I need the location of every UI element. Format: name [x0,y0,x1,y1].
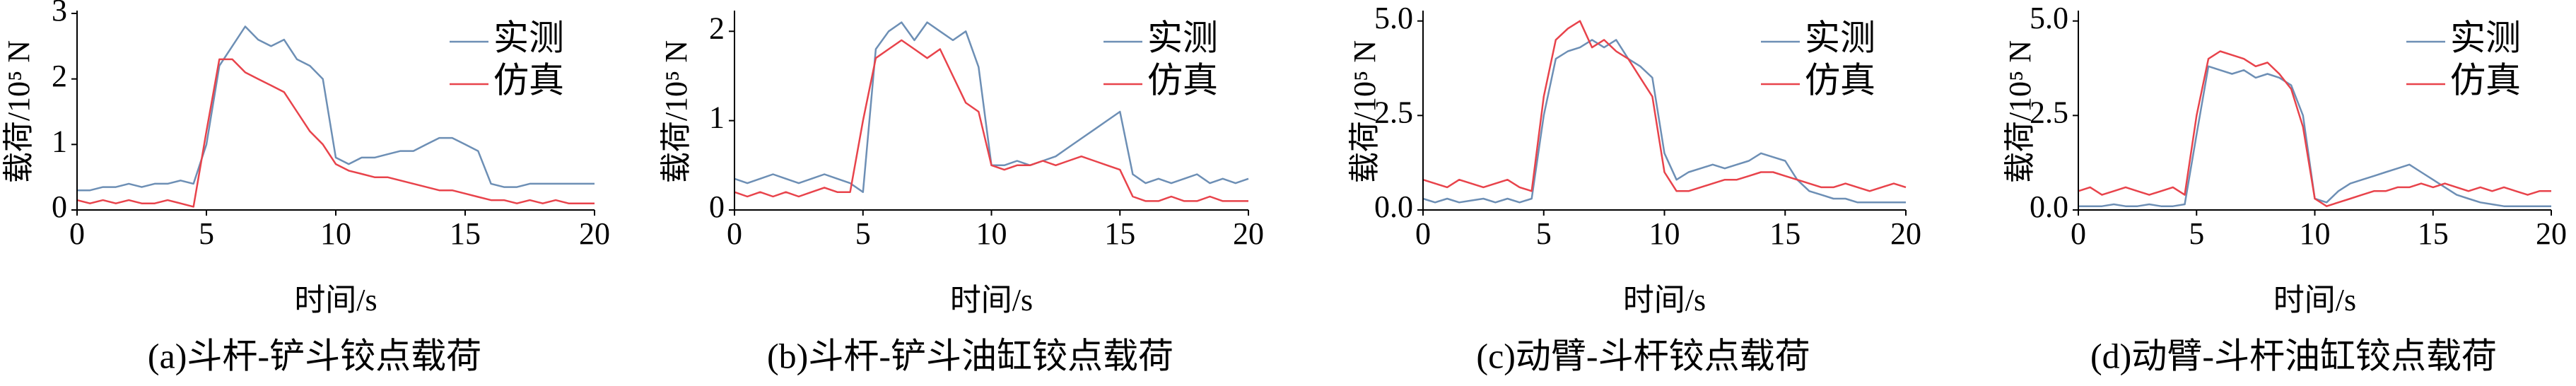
y-tick-label: 2 [709,11,725,45]
series-line [1422,20,1907,192]
x-tick-label: 5 [1536,216,1552,251]
x-tick-label: 10 [320,216,351,251]
x-axis-label: 时间/s [950,283,1033,317]
x-tick-label: 5 [2189,216,2204,251]
y-axis-label: 载荷/10⁵ N [659,40,693,183]
x-tick-label: 20 [2536,216,2567,251]
x-tick-label: 10 [1649,216,1680,251]
legend-label: 实测 [1805,18,1875,57]
y-tick-label: 2.5 [2030,95,2068,129]
x-tick-label: 15 [2418,216,2449,251]
legend-label: 实测 [2450,18,2521,57]
y-tick-label: 1 [52,124,67,158]
caption: (c)动臂-斗杆铰点载荷 [1476,336,1810,375]
y-tick-label: 2 [52,59,67,93]
caption: (d)动臂-斗杆油缸铰点载荷 [2090,336,2497,375]
series-line [2078,50,2551,207]
x-tick-label: 10 [976,216,1007,251]
x-tick-label: 20 [1890,216,1921,251]
legend-label: 实测 [493,18,564,57]
x-tick-label: 15 [1104,216,1135,251]
y-tick-label: 2.5 [1374,95,1413,129]
series-line [76,58,595,208]
x-tick-label: 5 [855,216,871,251]
legend-label: 仿真 [2450,60,2521,100]
y-tick-label: 3 [52,0,67,28]
legend-label: 实测 [1147,18,1218,57]
x-tick-label: 5 [199,216,214,251]
legend-label: 仿真 [1805,60,1875,100]
y-tick-label: 0 [52,189,67,224]
series-line [1422,39,1906,204]
series-line [77,25,595,192]
legend-label: 仿真 [493,60,564,100]
x-tick-label: 10 [2300,216,2331,251]
x-tick-label: 15 [1769,216,1801,251]
x-tick-label: 0 [1415,216,1431,251]
x-tick-label: 15 [450,216,481,251]
x-tick-label: 20 [579,216,610,251]
caption: (a)斗杆-铲斗铰点载荷 [148,336,481,375]
legend-label: 仿真 [1147,60,1218,100]
y-tick-label: 0.0 [2030,189,2068,224]
x-tick-label: 0 [69,216,85,251]
y-axis-label: 载荷/10⁵ N [1347,40,1382,183]
y-tick-label: 5.0 [1374,1,1413,35]
y-tick-label: 0.0 [1374,189,1413,224]
x-tick-label: 20 [1233,216,1264,251]
series-line [734,39,1248,202]
y-axis-label: 载荷/10⁵ N [2003,40,2037,183]
y-tick-label: 5.0 [2030,1,2068,35]
x-axis-label: 时间/s [1623,283,1706,317]
x-axis-label: 时间/s [2273,283,2356,317]
caption: (b)斗杆-铲斗油缸铰点载荷 [767,336,1173,375]
y-axis-label: 载荷/10⁵ N [1,40,36,183]
x-tick-label: 0 [727,216,742,251]
x-axis-label: 时间/s [294,283,377,317]
x-tick-label: 0 [2071,216,2086,251]
y-tick-label: 1 [709,100,725,135]
y-tick-label: 0 [709,189,725,224]
